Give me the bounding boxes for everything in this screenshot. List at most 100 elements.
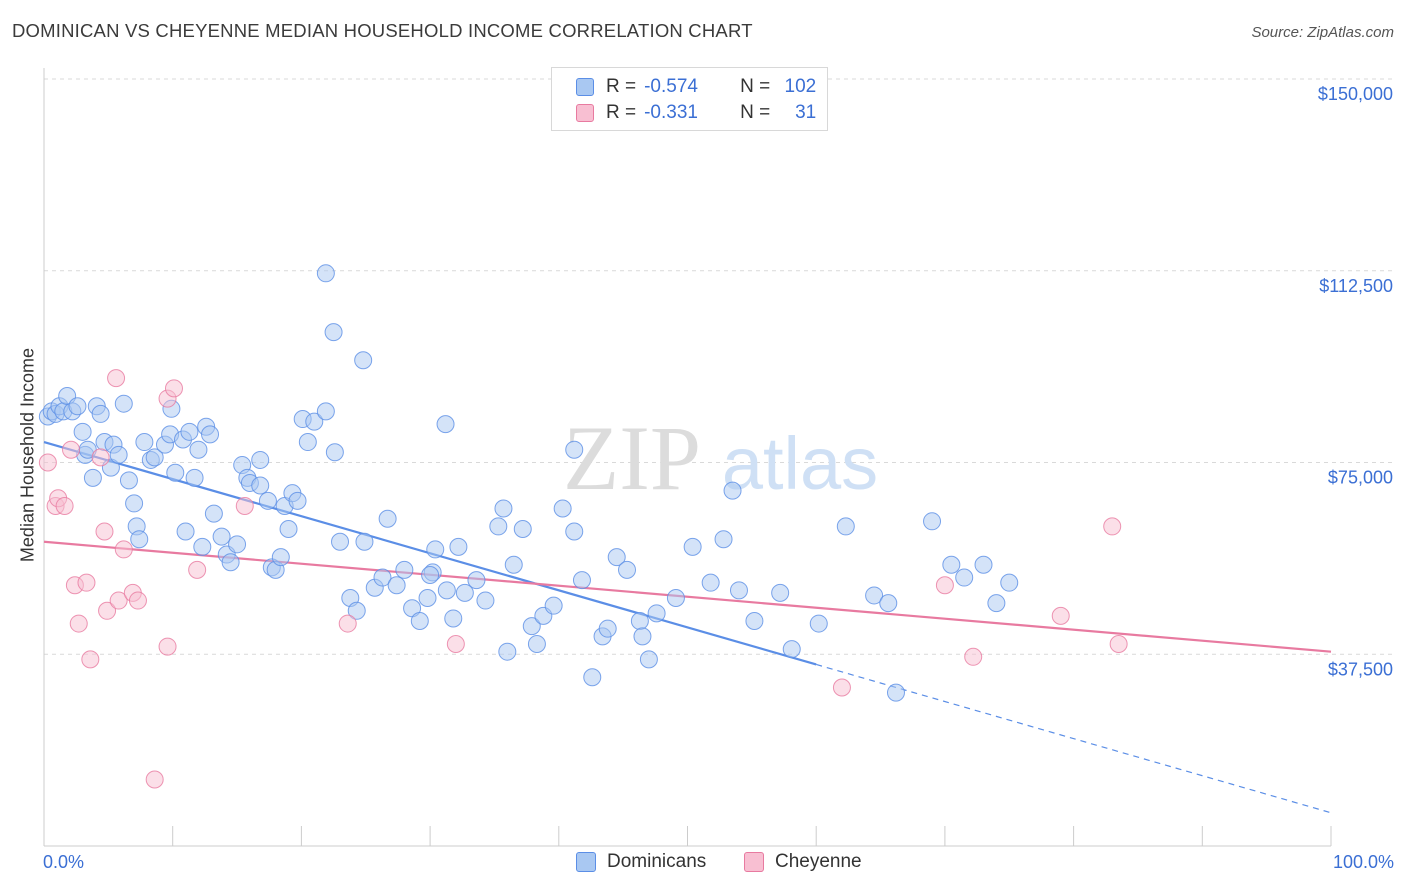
legend-n-value: 102: [784, 76, 817, 97]
data-point: [193, 537, 212, 556]
data-point: [504, 555, 523, 574]
series-dominicans-points: [38, 264, 1019, 702]
data-point: [1051, 606, 1070, 625]
data-point: [331, 532, 350, 551]
data-point: [809, 614, 828, 633]
data-point: [251, 476, 270, 495]
data-point: [1103, 517, 1122, 536]
data-point: [62, 440, 81, 459]
data-point: [68, 397, 87, 416]
data-point: [279, 519, 298, 538]
legend-item-dominicans[interactable]: Dominicans: [576, 851, 706, 873]
data-point: [189, 440, 208, 459]
data-point: [228, 535, 247, 554]
data-point: [258, 491, 277, 510]
data-point: [125, 494, 144, 513]
data-point: [91, 404, 110, 423]
x-tick-label-max: 100.0%: [1332, 852, 1394, 872]
data-point: [38, 453, 57, 472]
data-point: [109, 445, 128, 464]
data-point: [886, 683, 905, 702]
data-point: [271, 548, 290, 567]
data-point: [494, 499, 513, 518]
legend-r-value: -0.331: [644, 102, 698, 123]
data-point: [498, 642, 517, 661]
chart-title: DOMINICAN VS CHEYENNE MEDIAN HOUSEHOLD I…: [12, 20, 753, 41]
data-point: [55, 496, 74, 515]
data-point: [107, 369, 126, 388]
data-point: [221, 553, 240, 572]
data-point: [324, 323, 343, 342]
legend-swatch-dominicans: [576, 852, 596, 872]
correlation-legend: R = -0.574 N = 102 R = -0.331 N = 31: [551, 67, 828, 131]
data-point: [81, 650, 100, 669]
data-point: [145, 448, 164, 467]
data-point: [387, 576, 406, 595]
data-point: [95, 522, 114, 541]
data-point: [565, 440, 584, 459]
y-tick-label: $37,500: [1328, 659, 1393, 679]
data-point: [449, 537, 468, 556]
data-point: [305, 412, 324, 431]
legend-row-dominicans: R = -0.574 N = 102: [576, 75, 816, 99]
data-point: [467, 571, 486, 590]
series-cheyenne-points: [38, 369, 1128, 789]
data-point: [553, 499, 572, 518]
data-point: [782, 640, 801, 659]
data-point: [723, 481, 742, 500]
data-point: [583, 668, 602, 687]
legend-swatch-cheyenne: [576, 104, 594, 122]
data-point: [666, 589, 685, 608]
legend-n-label: N =: [740, 76, 771, 97]
data-point: [288, 491, 307, 510]
data-point: [325, 443, 344, 462]
data-point: [729, 581, 748, 600]
data-point: [298, 433, 317, 452]
data-point: [832, 678, 851, 697]
data-point: [955, 568, 974, 587]
y-tick-label: $75,000: [1328, 468, 1393, 488]
data-point: [647, 604, 666, 623]
legend-swatch-dominicans: [576, 78, 594, 96]
legend-n-label: N =: [740, 102, 771, 123]
data-point: [114, 540, 133, 559]
legend-label-dominicans: Dominicans: [607, 851, 707, 872]
data-point: [128, 591, 147, 610]
data-point: [378, 509, 397, 528]
data-point: [607, 548, 626, 567]
legend-item-cheyenne[interactable]: Cheyenne: [744, 851, 862, 873]
data-point: [77, 573, 96, 592]
data-point: [421, 565, 440, 584]
data-point: [544, 596, 563, 615]
data-point: [964, 647, 983, 666]
watermark-zip: ZIP: [563, 407, 701, 509]
data-point: [426, 540, 445, 559]
data-point: [987, 594, 1006, 613]
data-point: [130, 530, 149, 549]
data-point: [119, 471, 138, 490]
x-tick-label-min: 0.0%: [43, 852, 85, 872]
legend-row-cheyenne: R = -0.331 N = 31: [576, 101, 816, 125]
data-point: [444, 609, 463, 628]
data-point: [565, 522, 584, 541]
data-point: [354, 351, 373, 370]
data-point: [513, 519, 532, 538]
data-point: [522, 617, 541, 636]
data-point: [630, 612, 649, 631]
data-point: [395, 560, 414, 579]
data-point: [633, 627, 652, 646]
data-point: [437, 581, 456, 600]
data-point: [745, 612, 764, 631]
data-point: [212, 527, 231, 546]
data-point: [639, 650, 658, 669]
data-point: [476, 591, 495, 610]
data-point: [572, 571, 591, 590]
data-point: [135, 433, 154, 452]
data-point: [935, 576, 954, 595]
data-point: [158, 637, 177, 656]
data-point: [338, 614, 357, 633]
data-point: [185, 468, 204, 487]
series-legend: Dominicans Cheyenne: [0, 851, 1406, 877]
data-point: [98, 601, 117, 620]
